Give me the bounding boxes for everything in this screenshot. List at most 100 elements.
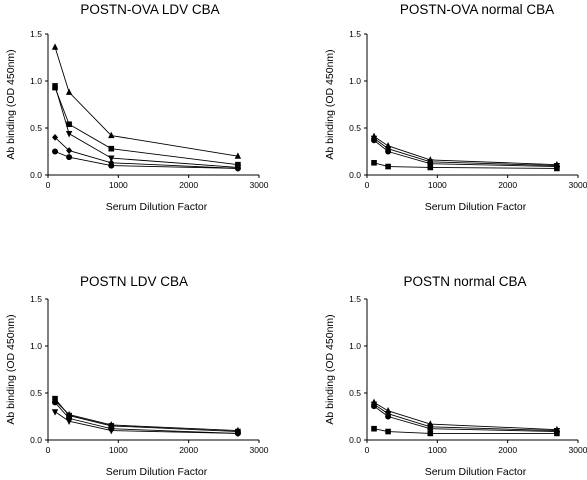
series-line [54,137,238,169]
x-axis-label: Serum Dilution Factor [425,201,527,213]
series-line [373,137,557,167]
data-point-square [385,163,391,170]
x-axis-label: Serum Dilution Factor [106,201,208,213]
x-tick-label: 3000 [569,180,587,190]
x-tick-label: 3000 [250,445,269,455]
data-point-triangle-up [234,152,242,159]
chart-panel-1: POSTN-OVA LDV CBA 0 1000 2000 3000 0.0 0.5 1.0 1… [5,2,269,213]
y-tick-label: 1.5 [30,29,42,39]
series-line [54,47,238,157]
x-tick-label: 2000 [498,445,517,455]
data-point-triangle-down [108,155,115,162]
data-point-triangle-down [51,409,59,416]
series-line [373,402,557,431]
x-tick-label: 2000 [498,180,517,190]
data-point-square [371,425,377,432]
y-tick-label: 0.0 [30,435,42,445]
chart-panel-2: POSTN-OVA normal CBA 0 1000 2000 3000 0.0 0.5 1… [324,2,587,213]
chart-panel-3: POSTN LDV CBA 0 1000 2000 3000 0.0 0.5 1.0 1.5 Se… [5,274,269,478]
y-tick-label: 1.0 [30,76,42,86]
data-point-diamond [66,147,73,154]
data-point-circle [371,137,378,144]
chart-title: POSTN normal CBA [403,274,526,289]
data-point-triangle-down [51,83,59,90]
series-line [373,405,557,432]
data-point-triangle-up [51,396,59,404]
data-point-circle [234,165,241,172]
y-tick-label: 0.0 [30,170,42,180]
y-axis-label: Ab binding (OD 450nm) [5,49,17,159]
y-tick-label: 1.5 [30,294,42,304]
x-tick-label: 2000 [179,445,198,455]
x-axis-label: Serum Dilution Factor [425,466,527,478]
y-tick-label: 1.5 [349,294,361,304]
data-point-square [427,430,434,437]
data-point-triangle-up [108,421,115,428]
chart-title: POSTN-OVA normal CBA [400,2,554,17]
data-point-triangle-down [108,428,115,435]
data-point-square [66,121,72,128]
chart-title: POSTN LDV CBA [80,274,188,289]
data-point-triangle-down [65,131,73,138]
y-tick-label: 0.5 [30,388,42,398]
data-point-circle [371,403,378,410]
data-point-square [371,159,377,166]
y-tick-label: 0.0 [349,170,361,180]
data-point-circle [385,148,392,155]
x-tick-label: 0 [46,445,51,455]
series-line [373,162,557,169]
series-line [54,151,238,169]
data-point-square [235,161,241,168]
x-tick-label: 0 [46,180,51,190]
data-point-triangle-up [108,131,115,139]
x-tick-label: 1000 [428,180,447,190]
x-tick-label: 3000 [569,445,587,455]
data-point-circle [52,148,59,155]
y-tick-label: 1.0 [30,341,42,351]
series-line [54,85,238,168]
x-tick-label: 0 [365,445,370,455]
series-line [373,139,557,167]
y-axis-label: Ab binding (OD 450nm) [5,314,17,424]
chart-panel-4: POSTN normal CBA 0 1000 2000 3000 0.0 0.5 1.0 1.… [324,274,587,478]
y-tick-label: 1.0 [349,341,361,351]
data-point-circle [385,413,392,420]
x-tick-label: 1000 [109,180,128,190]
x-tick-label: 3000 [250,180,269,190]
y-tick-label: 0.5 [349,388,361,398]
data-point-diamond [52,134,59,141]
data-point-square [108,145,115,152]
y-tick-label: 0.5 [349,123,361,133]
series-line [373,403,557,432]
data-point-triangle-up [234,426,242,434]
series-line [373,136,557,166]
data-point-square [554,430,560,437]
x-tick-label: 1000 [428,445,447,455]
y-axis-label: Ab binding (OD 450nm) [324,314,336,424]
x-tick-label: 0 [365,180,370,190]
y-tick-label: 1.5 [349,29,361,39]
data-point-triangle-up [51,43,59,50]
y-axis-label: Ab binding (OD 450nm) [324,49,336,159]
x-tick-label: 2000 [179,180,198,190]
series-line [54,411,238,434]
data-point-square [427,164,434,171]
y-tick-label: 0.0 [349,435,361,445]
data-point-circle [108,162,115,169]
data-point-square [554,165,560,172]
data-point-triangle-up [65,88,73,95]
series-line [54,402,238,434]
chart-title: POSTN-OVA LDV CBA [80,2,219,17]
data-point-triangle-down [65,418,73,425]
series-line [373,428,557,434]
data-point-square [385,428,391,435]
y-tick-label: 0.5 [30,123,42,133]
x-axis-label: Serum Dilution Factor [106,466,208,478]
data-point-circle [427,425,434,432]
data-point-triangle-up [65,410,73,418]
y-tick-label: 1.0 [349,76,361,86]
x-tick-label: 1000 [109,445,128,455]
data-point-circle [66,154,73,161]
